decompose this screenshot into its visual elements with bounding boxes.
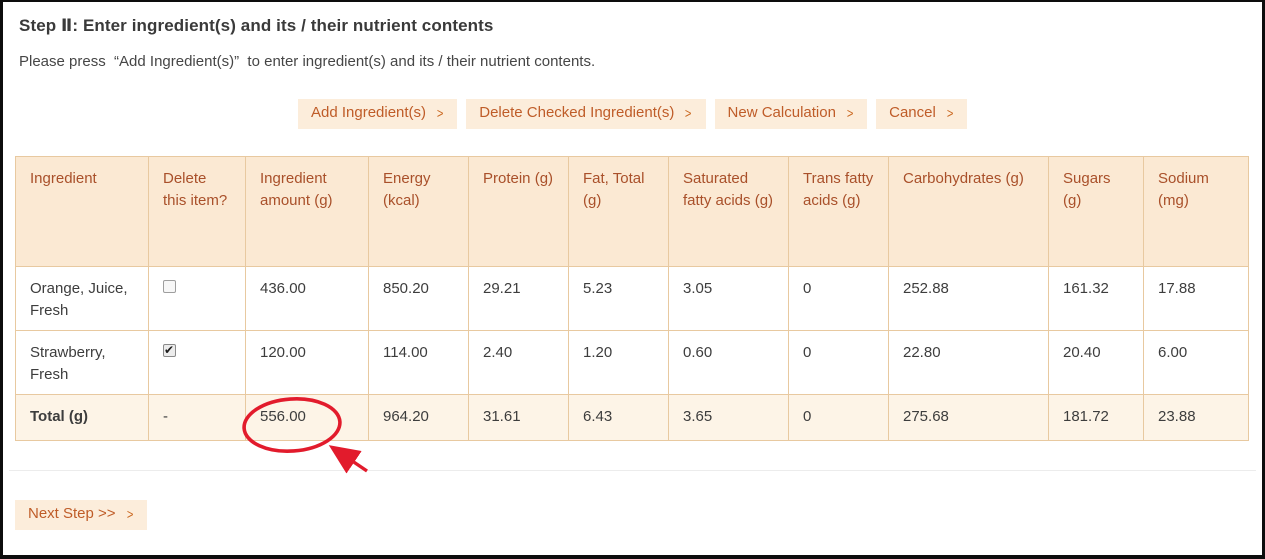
total-label: Total (g) bbox=[15, 394, 149, 441]
col-header-protein: Protein (g) bbox=[468, 156, 569, 267]
delete-checked-label: Delete Checked Ingredient(s) bbox=[479, 104, 675, 121]
col-header-saturated-fat: Saturated fatty acids (g) bbox=[668, 156, 789, 267]
col-header-sodium: Sodium (mg) bbox=[1143, 156, 1249, 267]
add-ingredients-label: Add Ingredient(s) bbox=[310, 104, 427, 121]
total-trans-fat-cell: 0 bbox=[788, 394, 889, 441]
delete-checkbox-orange-juice[interactable] bbox=[163, 280, 176, 293]
saturated-fat-cell: 0.60 bbox=[668, 330, 789, 395]
col-header-fat: Fat, Total (g) bbox=[568, 156, 669, 267]
col-header-trans-fat: Trans fatty acids (g) bbox=[788, 156, 889, 267]
sodium-cell: 6.00 bbox=[1143, 330, 1249, 395]
table-header-row: Ingredient Delete this item? Ingredient … bbox=[15, 156, 1249, 267]
chevron-right-icon: > bbox=[126, 505, 133, 522]
total-sugars-cell: 181.72 bbox=[1048, 394, 1144, 441]
col-header-ingredient: Ingredient bbox=[15, 156, 149, 267]
ingredient-name: Strawberry, Fresh bbox=[15, 330, 149, 395]
table-row-orange-juice: Orange, Juice, Fresh 436.00 850.20 29.21… bbox=[15, 266, 1249, 331]
saturated-fat-cell: 3.05 bbox=[668, 266, 789, 331]
total-carbohydrates-cell: 275.68 bbox=[888, 394, 1049, 441]
total-protein-cell: 31.61 bbox=[468, 394, 569, 441]
divider bbox=[9, 470, 1256, 471]
new-calculation-button[interactable]: New Calculation > bbox=[714, 99, 868, 129]
amount-cell: 120.00 bbox=[245, 330, 369, 395]
sugars-cell: 161.32 bbox=[1048, 266, 1144, 331]
total-delete-cell: - bbox=[148, 394, 246, 441]
footer: Next Step >> > bbox=[15, 500, 1262, 530]
carbohydrates-cell: 22.80 bbox=[888, 330, 1049, 395]
total-saturated-fat-cell: 3.65 bbox=[668, 394, 789, 441]
highlight-arrow bbox=[328, 445, 368, 474]
new-calculation-label: New Calculation bbox=[727, 104, 836, 121]
delete-cell bbox=[148, 266, 246, 331]
col-header-sugars: Sugars (g) bbox=[1048, 156, 1144, 267]
chevron-right-icon: > bbox=[846, 104, 854, 121]
table-row-strawberry: Strawberry, Fresh 120.00 114.00 2.40 1.2… bbox=[15, 330, 1249, 395]
delete-checked-button[interactable]: Delete Checked Ingredient(s) > bbox=[466, 99, 706, 129]
protein-cell: 29.21 bbox=[468, 266, 569, 331]
amount-cell: 436.00 bbox=[245, 266, 369, 331]
next-step-button[interactable]: Next Step >> > bbox=[15, 500, 147, 530]
carbohydrates-cell: 252.88 bbox=[888, 266, 1049, 331]
delete-checkbox-strawberry[interactable] bbox=[163, 343, 176, 357]
total-fat-cell: 6.43 bbox=[568, 394, 669, 441]
cancel-button[interactable]: Cancel > bbox=[876, 99, 968, 129]
total-energy-cell: 964.20 bbox=[368, 394, 469, 441]
col-header-carbohydrates: Carbohydrates (g) bbox=[888, 156, 1049, 267]
energy-cell: 114.00 bbox=[368, 330, 469, 395]
add-ingredients-button[interactable]: Add Ingredient(s) > bbox=[297, 99, 458, 129]
ingredient-name: Orange, Juice, Fresh bbox=[15, 266, 149, 331]
col-header-amount: Ingredient amount (g) bbox=[245, 156, 369, 267]
col-header-energy: Energy (kcal) bbox=[368, 156, 469, 267]
fat-cell: 1.20 bbox=[568, 330, 669, 395]
chevron-right-icon: > bbox=[685, 104, 692, 121]
delete-cell bbox=[148, 330, 246, 395]
table-row-total: Total (g) - 556.00 964.20 31.61 6.43 3.6… bbox=[15, 394, 1249, 441]
page-title: Step Ⅱ: Enter ingredient(s) and its / th… bbox=[19, 16, 494, 35]
fat-cell: 5.23 bbox=[568, 266, 669, 331]
sodium-cell: 17.88 bbox=[1143, 266, 1249, 331]
nutrients-table: Ingredient Delete this item? Ingredient … bbox=[15, 156, 1249, 441]
sugars-cell: 20.40 bbox=[1048, 330, 1144, 395]
col-header-delete: Delete this item? bbox=[148, 156, 246, 267]
protein-cell: 2.40 bbox=[468, 330, 569, 395]
trans-fat-cell: 0 bbox=[788, 266, 889, 331]
cancel-label: Cancel bbox=[889, 104, 936, 121]
chevron-right-icon: > bbox=[946, 104, 954, 121]
instruction-text: Please press “Add Ingredient(s)” to ente… bbox=[19, 53, 596, 70]
total-amount-cell: 556.00 bbox=[245, 394, 369, 441]
energy-cell: 850.20 bbox=[368, 266, 469, 331]
chevron-right-icon: > bbox=[436, 104, 444, 121]
toolbar: Add Ingredient(s) > Delete Checked Ingre… bbox=[3, 99, 1262, 129]
next-step-label: Next Step >> bbox=[28, 505, 116, 522]
trans-fat-cell: 0 bbox=[788, 330, 889, 395]
total-sodium-cell: 23.88 bbox=[1143, 394, 1249, 441]
